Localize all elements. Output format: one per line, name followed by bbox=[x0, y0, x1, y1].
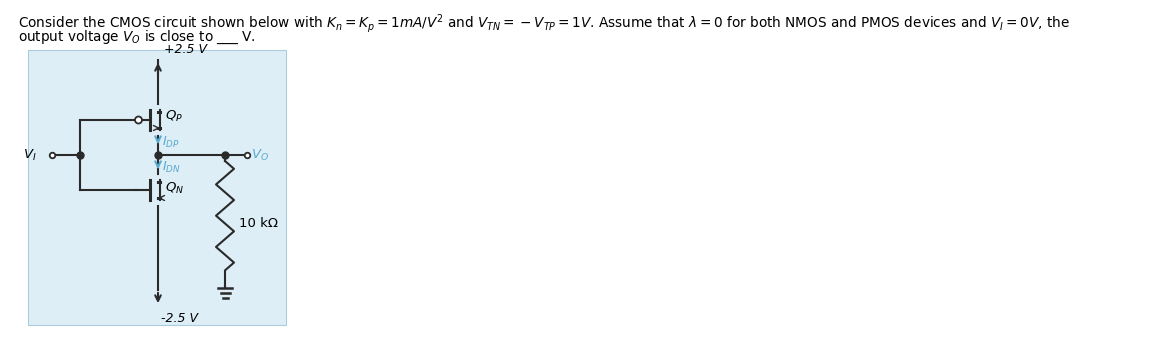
Text: $I_{DN}$: $I_{DN}$ bbox=[163, 160, 181, 175]
Text: output voltage $V_O$ is close to ___ V.: output voltage $V_O$ is close to ___ V. bbox=[18, 29, 256, 46]
Text: $V_I$: $V_I$ bbox=[23, 147, 37, 162]
FancyBboxPatch shape bbox=[28, 50, 286, 325]
Text: -2.5 V: -2.5 V bbox=[161, 312, 198, 325]
Text: $V_O$: $V_O$ bbox=[251, 147, 269, 162]
Circle shape bbox=[135, 117, 142, 124]
Text: +2.5 V: +2.5 V bbox=[164, 43, 208, 56]
Text: $Q_P$: $Q_P$ bbox=[165, 108, 183, 124]
Text: $Q_N$: $Q_N$ bbox=[165, 180, 184, 196]
Text: $I_{DP}$: $I_{DP}$ bbox=[163, 135, 180, 150]
Text: 10 kΩ: 10 kΩ bbox=[239, 217, 278, 230]
Text: Consider the CMOS circuit shown below with $K_n = K_p = 1mA/V^2$ and $V_{TN} = -: Consider the CMOS circuit shown below wi… bbox=[18, 12, 1070, 35]
